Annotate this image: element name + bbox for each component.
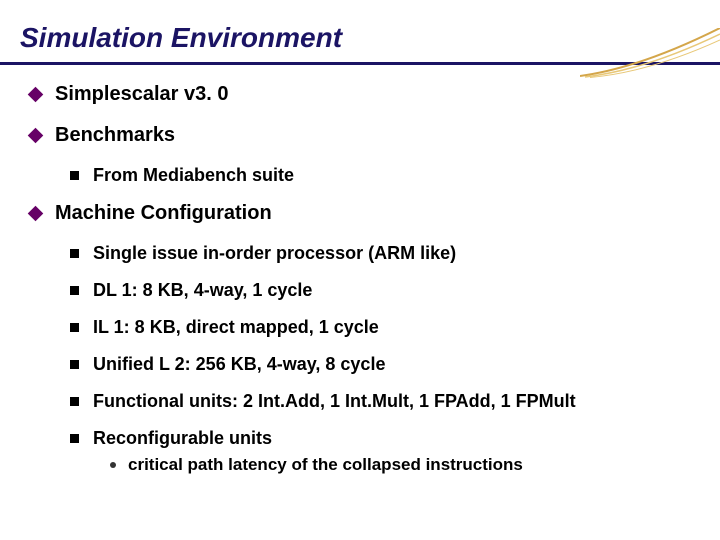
bullet-text: Benchmarks — [55, 124, 175, 147]
square-icon — [70, 360, 79, 369]
bullet-text: Reconfigurable units — [93, 428, 272, 449]
bullet-text: From Mediabench suite — [93, 165, 294, 186]
slide-title: Simulation Environment — [20, 22, 700, 54]
bullet-level2: From Mediabench suite — [70, 165, 700, 186]
bullet-level1: Simplescalar v3. 0 — [30, 83, 700, 106]
bullet-text: IL 1: 8 KB, direct mapped, 1 cycle — [93, 317, 379, 338]
square-icon — [70, 397, 79, 406]
square-icon — [70, 323, 79, 332]
diamond-icon — [28, 206, 44, 222]
bullet-level3: critical path latency of the collapsed i… — [110, 455, 700, 475]
bullet-text: Machine Configuration — [55, 202, 272, 225]
bullet-level2: Unified L 2: 256 KB, 4-way, 8 cycle — [70, 354, 700, 375]
bullet-level2: Functional units: 2 Int.Add, 1 Int.Mult,… — [70, 391, 700, 412]
bullet-text: Unified L 2: 256 KB, 4-way, 8 cycle — [93, 354, 385, 375]
square-icon — [70, 434, 79, 443]
square-icon — [70, 286, 79, 295]
square-icon — [70, 171, 79, 180]
bullet-level2: IL 1: 8 KB, direct mapped, 1 cycle — [70, 317, 700, 338]
bullet-level1: Machine Configuration — [30, 202, 700, 225]
slide-content: Simplescalar v3. 0 Benchmarks From Media… — [0, 65, 720, 475]
title-container: Simulation Environment — [0, 0, 720, 65]
bullet-text: critical path latency of the collapsed i… — [128, 455, 523, 475]
bullet-text: Functional units: 2 Int.Add, 1 Int.Mult,… — [93, 391, 576, 412]
square-icon — [70, 249, 79, 258]
bullet-level2: Reconfigurable units — [70, 428, 700, 449]
bullet-text: DL 1: 8 KB, 4-way, 1 cycle — [93, 280, 312, 301]
bullet-level2: Single issue in-order processor (ARM lik… — [70, 243, 700, 264]
diamond-icon — [28, 87, 44, 103]
bullet-text: Simplescalar v3. 0 — [55, 83, 228, 106]
bullet-level1: Benchmarks — [30, 124, 700, 147]
diamond-icon — [28, 128, 44, 144]
bullet-level2: DL 1: 8 KB, 4-way, 1 cycle — [70, 280, 700, 301]
dot-icon — [110, 462, 116, 468]
bullet-text: Single issue in-order processor (ARM lik… — [93, 243, 456, 264]
